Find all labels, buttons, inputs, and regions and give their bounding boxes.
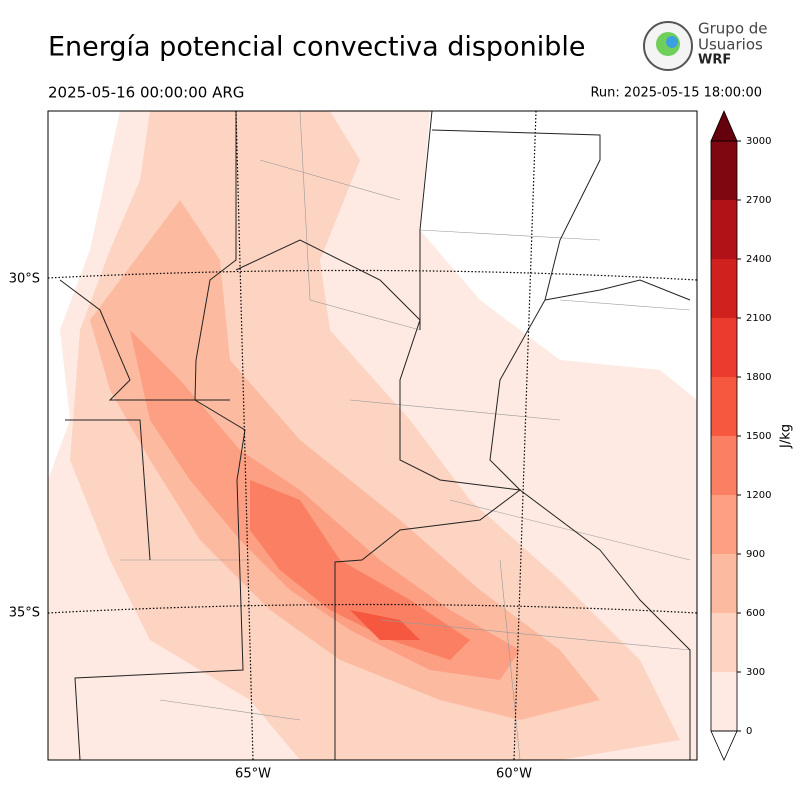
colorbar-tick-label: 600 <box>746 608 765 619</box>
colorbar-tick-label: 2100 <box>746 313 771 324</box>
colorbar-bin <box>711 554 737 613</box>
provinces <box>59 111 691 760</box>
parallel <box>48 603 697 614</box>
parallel <box>48 269 697 281</box>
colorbar-tick-label: 2400 <box>746 254 771 265</box>
colorbar-tick-label: 1800 <box>746 372 771 383</box>
cape-area <box>70 111 680 760</box>
title: Energía potencial convectiva disponible <box>48 32 585 63</box>
colorbar-tick-label: 0 <box>746 726 752 737</box>
cape-area <box>130 330 520 680</box>
logo-text: WRF <box>698 53 731 68</box>
map-frame <box>47 110 698 761</box>
graticule <box>48 111 697 760</box>
logo-globe-detail <box>666 36 678 48</box>
cape-area <box>350 610 420 640</box>
colorbar-tick-label: 300 <box>746 667 765 678</box>
cape-area <box>90 200 600 720</box>
lon-label: 60°W <box>496 767 532 782</box>
logo-text: Grupo de <box>698 20 768 38</box>
province-border <box>235 239 522 760</box>
colorbar-over <box>710 109 738 142</box>
colorbar-tick-label: 1500 <box>746 431 771 442</box>
logo: Grupo de Usuarios WRF <box>643 20 768 71</box>
colorbar: 0 300 600 900 1200 1500 1800 2100 2400 2700 3000 <box>710 109 771 761</box>
lat-label: 30°S <box>9 272 40 287</box>
colorbar-bin <box>711 436 737 495</box>
colorbar-tick-label: 1200 <box>746 490 771 501</box>
colorbar-tick-label: 3000 <box>746 136 771 147</box>
colorbar-under <box>710 730 738 761</box>
colorbar-bin <box>711 377 737 436</box>
province-border <box>59 279 230 561</box>
colorbar-bin <box>711 672 737 731</box>
map <box>48 111 697 760</box>
departments <box>120 111 691 760</box>
colorbar-bin <box>711 613 737 672</box>
lon-label: 65°W <box>235 767 271 782</box>
colorbar-bin <box>711 318 737 377</box>
colorbar-bin <box>711 259 737 318</box>
colorbar-bin <box>711 141 737 200</box>
colorbar-tick-label: 2700 <box>746 195 771 206</box>
run-time: Run: 2025-05-15 18:00:00 <box>590 86 762 101</box>
colorbar-bin <box>711 495 737 554</box>
province-border <box>544 279 691 760</box>
department-border <box>120 111 691 760</box>
province-border <box>74 111 246 760</box>
cape-area <box>250 480 470 660</box>
valid-time: 2025-05-16 00:00:00 ARG <box>48 84 244 102</box>
lat-label: 35°S <box>9 606 40 621</box>
logo-text: Usuarios <box>698 36 763 54</box>
colorbar-label: J/kg <box>779 424 794 449</box>
colorbar-bin <box>711 200 737 259</box>
colorbar-tick-label: 900 <box>746 549 765 560</box>
